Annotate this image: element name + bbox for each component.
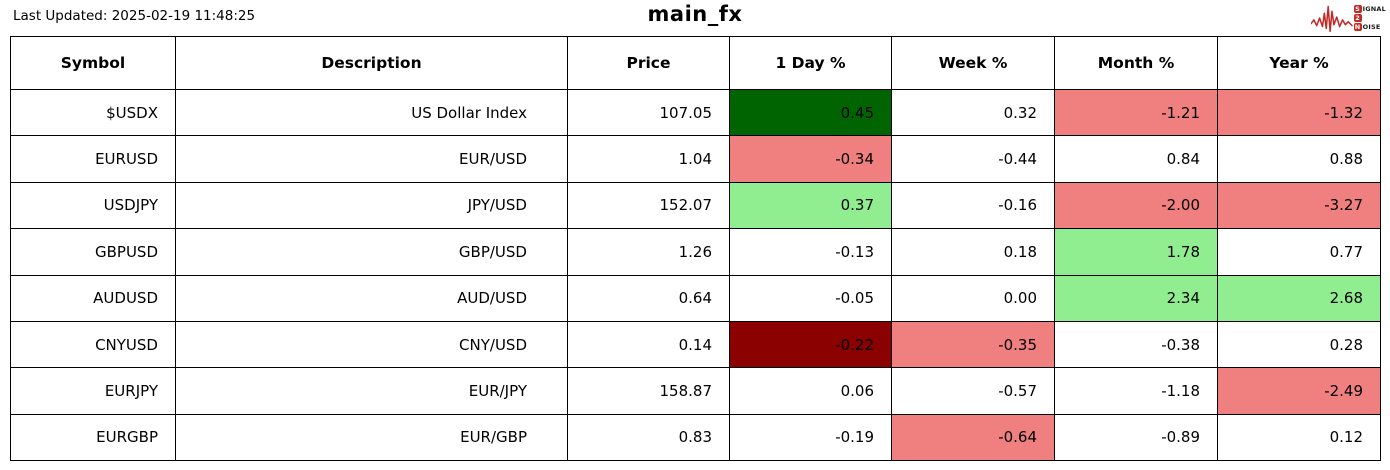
year-cell: -2.49 bbox=[1217, 367, 1381, 415]
logo-letter-2: 2 bbox=[1353, 14, 1362, 22]
signal2noise-logo: S IGNAL 2 N OISE bbox=[1310, 2, 1386, 34]
day-cell: -0.34 bbox=[729, 135, 892, 183]
week-cell: -0.44 bbox=[891, 135, 1055, 183]
symbol-cell: GBPUSD bbox=[10, 228, 176, 276]
month-cell: -2.00 bbox=[1054, 181, 1218, 230]
table-row: AUDUSD AUD/USD 0.64 -0.05 0.00 2.34 2.68 bbox=[10, 274, 1381, 322]
table-row: EURGBP EUR/GBP 0.83 -0.19 -0.64 -0.89 0.12 bbox=[10, 413, 1381, 462]
column-header-symbol: Symbol bbox=[10, 36, 176, 90]
price-cell: 107.05 bbox=[567, 88, 730, 137]
waveform-icon bbox=[1310, 5, 1353, 33]
month-cell: 0.84 bbox=[1054, 135, 1218, 183]
day-cell: -0.19 bbox=[729, 413, 892, 462]
symbol-cell: EURJPY bbox=[10, 367, 176, 415]
description-cell: US Dollar Index bbox=[175, 88, 568, 137]
price-cell: 1.26 bbox=[567, 228, 730, 276]
symbol-cell: EURGBP bbox=[10, 413, 176, 462]
year-cell: 0.28 bbox=[1217, 320, 1381, 369]
table-header-row: Symbol Description Price 1 Day % Week % … bbox=[10, 36, 1381, 90]
price-cell: 1.04 bbox=[567, 135, 730, 183]
year-cell: 0.12 bbox=[1217, 413, 1381, 462]
week-cell: -0.64 bbox=[891, 413, 1055, 462]
description-cell: EUR/GBP bbox=[175, 413, 568, 462]
description-cell: AUD/USD bbox=[175, 274, 568, 322]
symbol-cell: CNYUSD bbox=[10, 320, 176, 369]
year-cell: -1.32 bbox=[1217, 88, 1381, 137]
month-cell: 2.34 bbox=[1054, 274, 1218, 322]
logo-text-ignal: IGNAL bbox=[1362, 5, 1386, 13]
column-header-year: Year % bbox=[1217, 36, 1381, 90]
week-cell: -0.16 bbox=[891, 181, 1055, 230]
description-cell: EUR/JPY bbox=[175, 367, 568, 415]
fx-table-body: $USDX US Dollar Index 107.05 0.45 0.32 -1.21-… bbox=[10, 88, 1381, 462]
logo-text: S IGNAL 2 N OISE bbox=[1353, 5, 1386, 31]
week-cell: 0.18 bbox=[891, 228, 1055, 276]
logo-line-signal: S IGNAL bbox=[1353, 5, 1386, 13]
year-cell: 2.68 bbox=[1217, 274, 1381, 322]
logo-letter-s: S bbox=[1353, 5, 1362, 13]
day-cell: -0.13 bbox=[729, 228, 892, 276]
price-cell: 0.64 bbox=[567, 274, 730, 322]
price-cell: 152.07 bbox=[567, 181, 730, 230]
price-cell: 0.83 bbox=[567, 413, 730, 462]
last-updated-text: Last Updated: 2025-02-19 11:48:25 bbox=[13, 8, 256, 24]
fx-table-header: Symbol Description Price 1 Day % Week % … bbox=[10, 36, 1381, 90]
year-cell: 0.88 bbox=[1217, 135, 1381, 183]
month-cell: -0.89 bbox=[1054, 413, 1218, 462]
symbol-cell: EURUSD bbox=[10, 135, 176, 183]
column-header-price: Price bbox=[567, 36, 730, 90]
symbol-cell: USDJPY bbox=[10, 181, 176, 230]
logo-line-noise: N OISE bbox=[1353, 23, 1386, 31]
price-cell: 0.14 bbox=[567, 320, 730, 369]
page-title: main_fx bbox=[647, 2, 743, 26]
symbol-cell: AUDUSD bbox=[10, 274, 176, 322]
column-header-description: Description bbox=[175, 36, 568, 90]
week-cell: -0.57 bbox=[891, 367, 1055, 415]
logo-line-2: 2 bbox=[1353, 14, 1386, 22]
month-cell: -0.38 bbox=[1054, 320, 1218, 369]
fx-table: Symbol Description Price 1 Day % Week % … bbox=[10, 36, 1381, 462]
table-row: GBPUSD GBP/USD 1.26 -0.13 0.18 1.78 0.77 bbox=[10, 228, 1381, 276]
table-row: $USDX US Dollar Index 107.05 0.45 0.32 -1.21-… bbox=[10, 88, 1381, 137]
day-cell: 0.06 bbox=[729, 367, 892, 415]
table-row: CNYUSD CNY/USD 0.14 -0.22 -0.35 -0.38 0.28 bbox=[10, 320, 1381, 369]
logo-letter-n: N bbox=[1353, 23, 1362, 31]
symbol-cell: $USDX bbox=[10, 88, 176, 137]
year-cell: -3.27 bbox=[1217, 181, 1381, 230]
table-row: USDJPY JPY/USD 152.07 0.37 -0.16 -2.00 -3.27 bbox=[10, 181, 1381, 230]
week-cell: -0.35 bbox=[891, 320, 1055, 369]
month-cell: 1.78 bbox=[1054, 228, 1218, 276]
column-header-month: Month % bbox=[1054, 36, 1218, 90]
day-cell: -0.05 bbox=[729, 274, 892, 322]
column-header-week: Week % bbox=[891, 36, 1055, 90]
description-cell: JPY/USD bbox=[175, 181, 568, 230]
week-cell: 0.00 bbox=[891, 274, 1055, 322]
column-header-1day: 1 Day % bbox=[729, 36, 892, 90]
day-cell: 0.37 bbox=[729, 181, 892, 230]
day-cell: 0.45 bbox=[729, 88, 892, 137]
description-cell: EUR/USD bbox=[175, 135, 568, 183]
table-row: EURJPY EUR/JPY 158.87 0.06 -0.57 -1.18 -2.49 bbox=[10, 367, 1381, 415]
year-cell: 0.77 bbox=[1217, 228, 1381, 276]
description-cell: CNY/USD bbox=[175, 320, 568, 369]
day-cell: -0.22 bbox=[729, 320, 892, 369]
week-cell: 0.32 bbox=[891, 88, 1055, 137]
month-cell: -1.18 bbox=[1054, 367, 1218, 415]
month-cell: -1.21 bbox=[1054, 88, 1218, 137]
logo-text-oise: OISE bbox=[1362, 23, 1381, 31]
table-row: EURUSD EUR/USD 1.04 -0.34 -0.44 0.84 0.88 bbox=[10, 135, 1381, 183]
description-cell: GBP/USD bbox=[175, 228, 568, 276]
price-cell: 158.87 bbox=[567, 367, 730, 415]
